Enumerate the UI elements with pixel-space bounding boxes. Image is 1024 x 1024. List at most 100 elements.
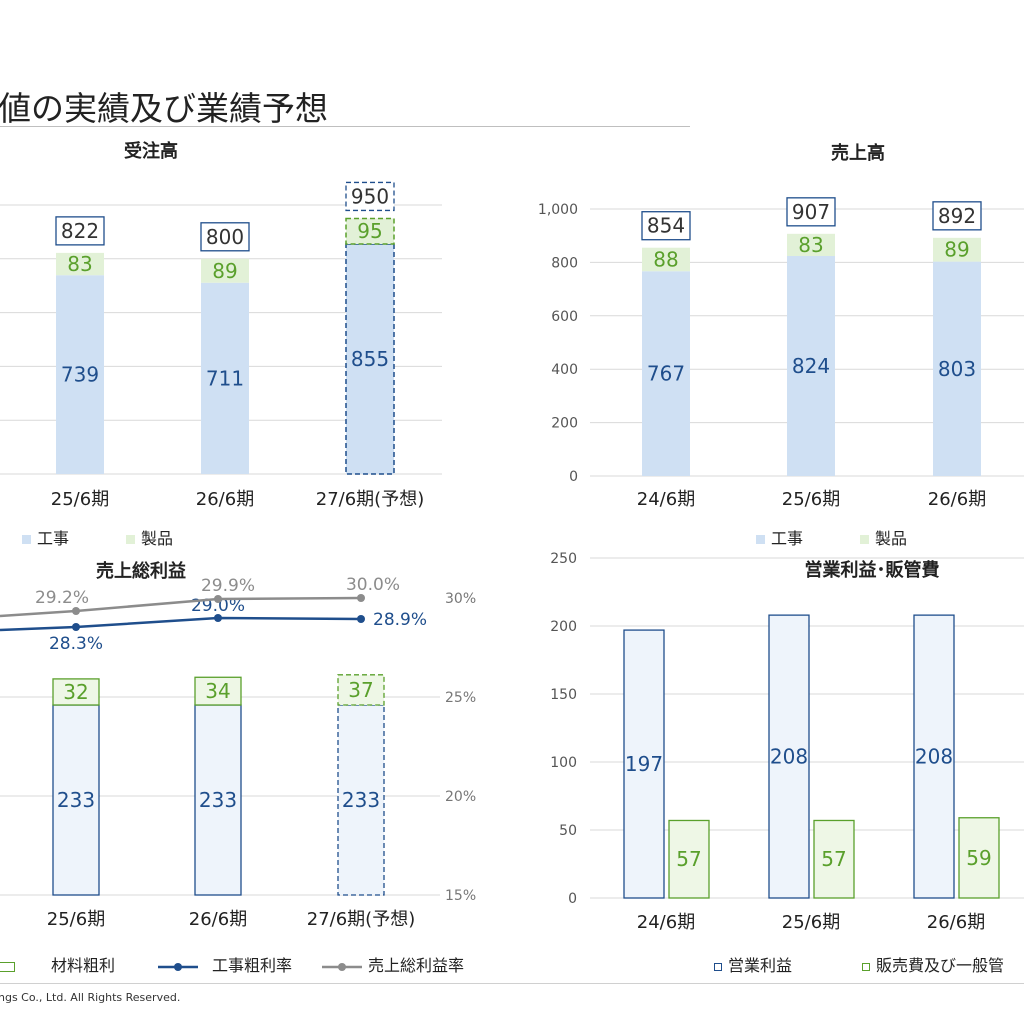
line-point (72, 607, 80, 615)
legend-item-product: 製品 (860, 525, 907, 549)
legend-item-material-gross: 材料粗利 (0, 952, 115, 976)
x-tick-label: 26/6期 (927, 912, 985, 933)
total-label: 854 (647, 214, 685, 238)
total-label: 950 (351, 184, 389, 208)
x-tick-label: 24/6期 (637, 912, 695, 933)
y-tick-label: 400 (551, 362, 578, 378)
x-tick-label: 27/6期(予想) (316, 489, 424, 510)
legend-swatch-operating-profit (714, 962, 722, 971)
y2-tick-label: 30% (445, 591, 476, 607)
op-profit-chart-panel: 営業利益･販管費 0 50 100 150 200 250 197 57 24/6期 208 57 25… (510, 545, 1024, 980)
legend-swatch-product (126, 535, 135, 544)
bar-construction (787, 255, 835, 476)
data-label-operating-profit: 208 (770, 745, 808, 769)
page-title: 値の実績及び業績予想 (0, 89, 328, 128)
bar-sga (958, 817, 1000, 899)
orders-chart-panel: 受注高 739 83 822 25/6期 711 89 800 26/6期 855 95 950 27/… (0, 128, 470, 558)
total-label-box (200, 222, 250, 252)
data-label-sga: 59 (966, 846, 991, 870)
y-tick-label: 600 (551, 309, 578, 325)
bar-construction (345, 243, 395, 475)
x-tick-label: 27/6期(予想) (307, 909, 415, 930)
x-tick-label: 25/6期 (47, 909, 105, 930)
bar-sga (813, 819, 855, 899)
x-tick-label: 25/6期 (782, 912, 840, 933)
legend-swatch-material-gross (0, 961, 15, 972)
data-label-product: 89 (944, 238, 969, 262)
bar-product (345, 217, 395, 245)
bar-material-gross (194, 676, 242, 706)
bar-material-gross (52, 678, 100, 706)
line-data-label: 28.3% (49, 634, 103, 654)
gross-profit-chart-panel: 売上総利益 15% 20% 25% 30% 233 32 25/6期 233 34 26/6期 233… (0, 555, 500, 980)
chart-title: 売上高 (831, 142, 885, 164)
y-tick-label: 200 (550, 619, 577, 635)
data-label-operating-profit: 208 (915, 745, 953, 769)
line-point (357, 615, 365, 623)
data-label-product: 83 (67, 252, 92, 276)
total-label: 800 (206, 225, 244, 249)
legend-item-construction-margin: 工事粗利率 (158, 952, 292, 976)
data-label-product: 95 (357, 219, 382, 243)
legend-line-gross-margin (322, 962, 362, 971)
y2-tick-label: 25% (445, 690, 476, 706)
data-label-construction-gross: 233 (342, 788, 380, 812)
x-tick-label: 25/6期 (782, 489, 840, 510)
footer-divider (0, 983, 1024, 984)
chart-title: 営業利益･販管費 (805, 559, 940, 581)
bar-operating-profit (623, 629, 665, 899)
legend-label: 材料粗利 (51, 956, 116, 975)
bar-construction (201, 282, 249, 474)
copyright-text: ngs Co., Ltd. All Rights Reserved. (0, 991, 181, 1004)
bar-product (56, 252, 104, 276)
legend-label: 工事粗利率 (212, 956, 293, 975)
data-label-product: 83 (798, 233, 823, 257)
legend-label: 工事 (37, 529, 70, 548)
bar-material-gross (337, 674, 385, 706)
line-data-label: 30.0% (346, 575, 400, 595)
bar-operating-profit (768, 614, 810, 899)
bar-construction (642, 271, 690, 476)
line-series-construction-margin (0, 616, 362, 632)
y-tick-label: 250 (550, 551, 577, 567)
bar-operating-profit (913, 614, 955, 899)
x-tick-label: 26/6期 (189, 909, 247, 930)
legend-item-sga: 販売費及び一般管 (862, 952, 1004, 976)
data-label-construction: 739 (61, 363, 99, 387)
gross-profit-chart: 売上総利益 15% 20% 25% 30% 233 32 25/6期 233 34 26/6期 233… (0, 560, 476, 930)
y-tick-label: 200 (551, 416, 578, 432)
total-label-box (641, 211, 691, 241)
legend-swatch-sga (862, 962, 870, 971)
bar-sga (668, 819, 710, 899)
legend-item-operating-profit: 営業利益 (714, 952, 792, 976)
bar-product (201, 258, 249, 283)
data-label-construction: 824 (792, 354, 830, 378)
legend-label: 製品 (875, 529, 908, 548)
x-tick-label: 26/6期 (196, 489, 254, 510)
y2-tick-label: 20% (445, 789, 476, 805)
data-label-operating-profit: 197 (625, 752, 663, 776)
data-label-material-gross: 32 (63, 680, 88, 704)
data-label-product: 89 (212, 259, 237, 283)
line-data-label: 28.9% (373, 610, 427, 630)
x-tick-label: 25/6期 (51, 489, 109, 510)
data-label-sga: 57 (676, 847, 701, 871)
line-point (214, 595, 222, 603)
y-tick-label: 800 (551, 255, 578, 271)
data-label-product: 88 (653, 247, 678, 271)
bar-product (933, 237, 981, 262)
legend-label: 工事 (771, 529, 804, 548)
bar-construction-gross (194, 704, 242, 896)
data-label-construction: 767 (647, 362, 685, 386)
legend-label: 売上総利益率 (368, 956, 465, 975)
sales-chart-panel: 売上高 0 200 400 600 800 1,000 767 88 854 24/6期 824 83 9… (510, 128, 1024, 558)
sales-chart: 売上高 0 200 400 600 800 1,000 767 88 854 24/6期 824 83 9… (538, 142, 1024, 510)
legend-swatch-construction (756, 535, 765, 544)
legend-swatch-construction (22, 535, 31, 544)
total-label-box (932, 201, 982, 231)
line-data-label: 29.2% (35, 588, 89, 608)
bar-construction (56, 275, 104, 474)
legend-line-construction-margin (158, 962, 198, 971)
line-data-label: 29.9% (201, 576, 255, 596)
total-label-box (55, 216, 105, 246)
